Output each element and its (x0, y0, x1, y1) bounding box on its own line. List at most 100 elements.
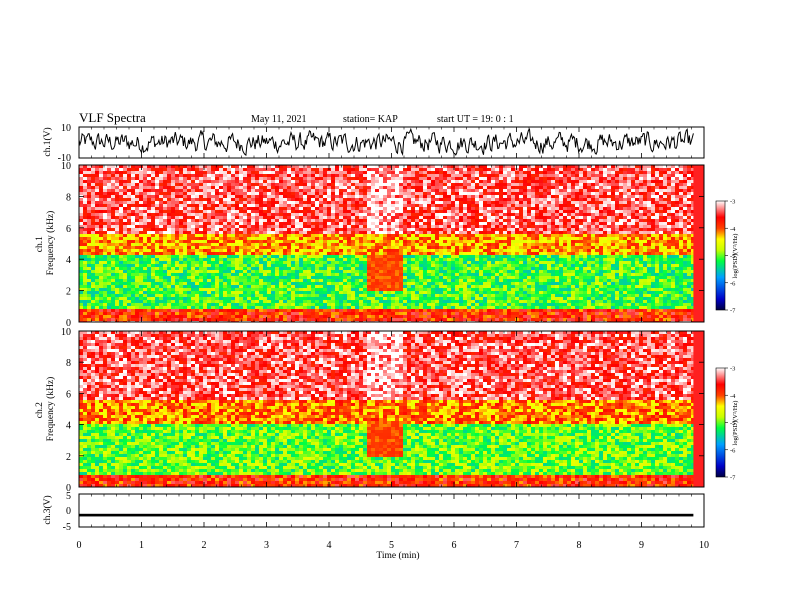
spectrogram-cell (355, 177, 359, 180)
spectrogram-cell (363, 267, 367, 270)
spectrogram-cell (143, 300, 147, 303)
spectrogram-cell (347, 228, 351, 231)
spectrogram-cell (383, 240, 387, 243)
spectrogram-cell (419, 171, 423, 174)
spectrogram-cell (99, 198, 103, 201)
spectrogram-cell (239, 183, 243, 186)
spectrogram-cell (427, 258, 431, 261)
spectrogram-cell (375, 171, 379, 174)
spectrogram-cell (307, 180, 311, 183)
spectrogram-cell (155, 273, 159, 276)
spectrogram-cell (287, 318, 291, 321)
spectrogram-cell (303, 315, 307, 318)
spectrogram-cell (227, 285, 231, 288)
spectrogram-cell (215, 276, 219, 279)
spectrogram-cell (323, 219, 327, 222)
spectrogram-cell (195, 231, 199, 234)
spectrogram-cell (375, 216, 379, 219)
spectrogram-cell (203, 279, 207, 282)
spectrogram-cell (311, 213, 315, 216)
spectrogram-cell (227, 288, 231, 291)
spectrogram-cell (211, 252, 215, 255)
spectrogram-cell (99, 204, 103, 207)
spectrogram-cell (195, 294, 199, 297)
spectrogram-cell (403, 255, 407, 258)
spectrogram-cell (447, 231, 451, 234)
spectrogram-cell (379, 264, 383, 267)
spectrogram-cell (247, 291, 251, 294)
spectrogram-cell (167, 192, 171, 195)
spectrogram-cell (215, 177, 219, 180)
spectrogram-cell (227, 174, 231, 177)
spectrogram-cell (359, 270, 363, 273)
spectrogram-cell (175, 279, 179, 282)
spectrogram-cell (335, 222, 339, 225)
spectrogram-cell (271, 306, 275, 309)
spectrogram-cell (203, 267, 207, 270)
spectrogram-cell (99, 309, 103, 312)
spectrogram-cell (99, 201, 103, 204)
spectrogram-cell (263, 216, 267, 219)
spectrogram-cell (315, 306, 319, 309)
spectrogram-cell (395, 240, 399, 243)
spectrogram-cell (239, 276, 243, 279)
spectrogram-cell (99, 312, 103, 315)
spectrogram-cell (415, 222, 419, 225)
spectrogram-cell (435, 171, 439, 174)
spectrogram-cell (367, 198, 371, 201)
spectrogram-cell (103, 255, 107, 258)
spectrogram-cell (295, 261, 299, 264)
spectrogram-cell (235, 234, 239, 237)
spectrogram-cell (191, 264, 195, 267)
spectrogram-cell (239, 228, 243, 231)
spectrogram-cell (259, 183, 263, 186)
spectrogram-cell (307, 291, 311, 294)
spectrogram-cell (87, 270, 91, 273)
spectrogram-cell (99, 282, 103, 285)
spectrogram-cell (171, 282, 175, 285)
spectrogram-cell (191, 210, 195, 213)
spectrogram-cell (147, 285, 151, 288)
spectrogram-cell (147, 186, 151, 189)
spectrogram-cell (123, 183, 127, 186)
spectrogram-cell (223, 309, 227, 312)
spectrogram-cell (347, 240, 351, 243)
spectrogram-cell (247, 222, 251, 225)
spectrogram-cell (407, 297, 411, 300)
spectrogram-cell (419, 174, 423, 177)
spectrogram-cell (255, 219, 259, 222)
spectrogram-cell (267, 180, 271, 183)
spectrogram-cell (243, 255, 247, 258)
spectrogram-cell (115, 243, 119, 246)
spectrogram-cell (99, 294, 103, 297)
spectrogram-cell (255, 180, 259, 183)
spectrogram-cell (411, 216, 415, 219)
spectrogram-cell (79, 204, 83, 207)
spectrogram-cell (291, 285, 295, 288)
spectrogram-cell (419, 180, 423, 183)
spectrogram-cell (423, 267, 427, 270)
spectrogram-cell (331, 195, 335, 198)
spectrogram-cell (347, 234, 351, 237)
spectrogram-cell (267, 303, 271, 306)
spectrogram-cell (195, 168, 199, 171)
spectrogram-cell (147, 219, 151, 222)
spectrogram-cell (299, 297, 303, 300)
spectrogram-cell (399, 168, 403, 171)
spectrogram-cell (407, 237, 411, 240)
spectrogram-cell (299, 303, 303, 306)
spectrogram-cell (291, 300, 295, 303)
spectrogram-cell (143, 231, 147, 234)
spectrogram-cell (119, 198, 123, 201)
spectrogram-cell (79, 243, 83, 246)
spectrogram-cell (223, 234, 227, 237)
spectrogram-cell (367, 210, 371, 213)
spectrogram-cell (183, 306, 187, 309)
spectrogram-cell (127, 255, 131, 258)
spectrogram-cell (403, 186, 407, 189)
spectrogram-cell (255, 258, 259, 261)
spectrogram-cell (115, 171, 119, 174)
spectrogram-cell (247, 216, 251, 219)
spectrogram-cell (203, 174, 207, 177)
spectrogram-cell (275, 258, 279, 261)
